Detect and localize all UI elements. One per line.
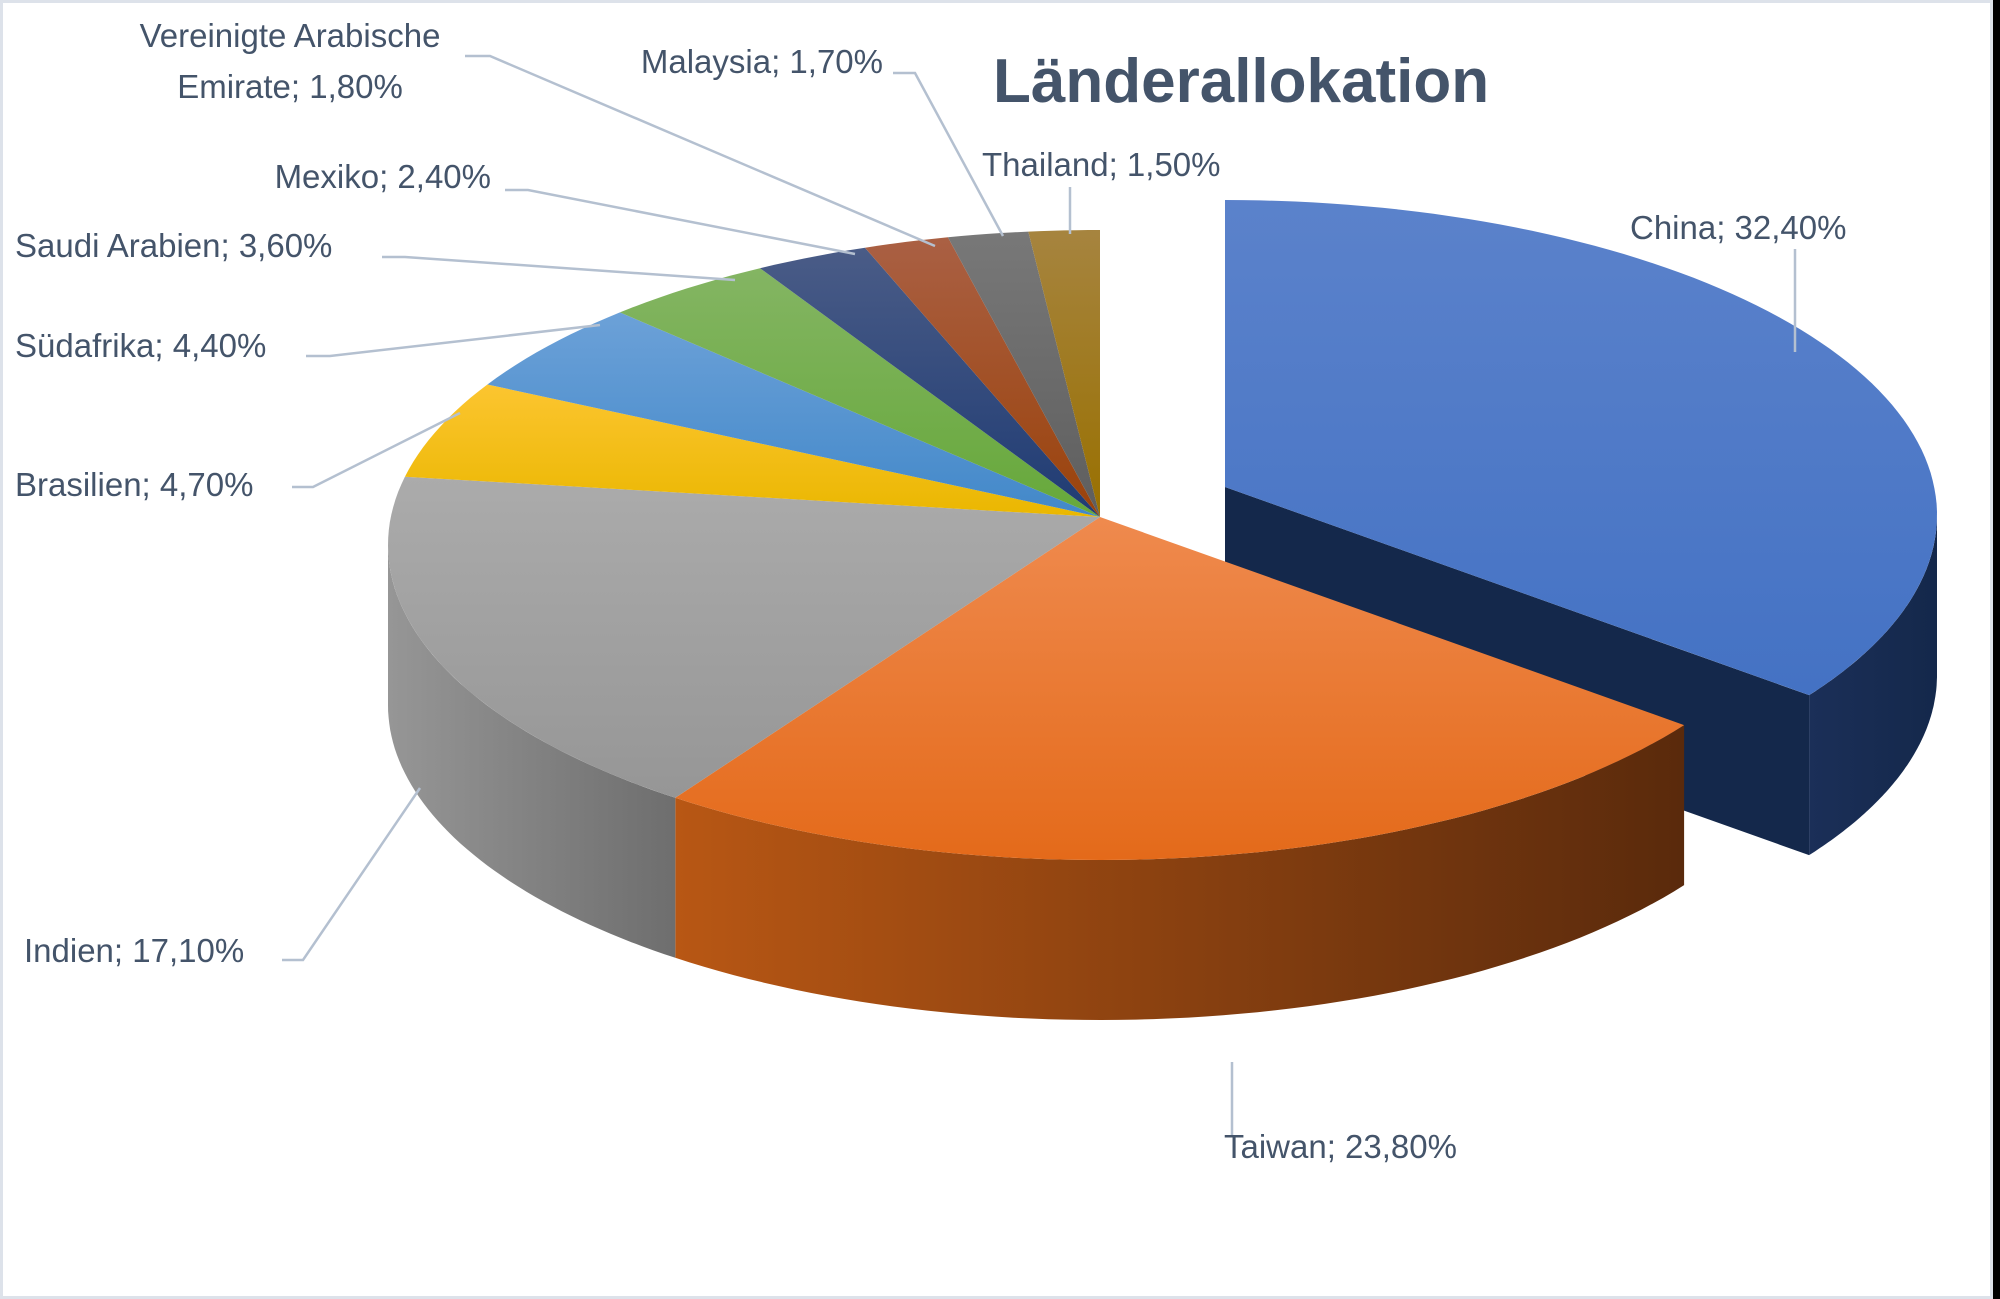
- data-label-saudi-arabien: Saudi Arabien; 3,60%: [15, 227, 332, 264]
- data-label-mexiko: Mexiko; 2,40%: [275, 158, 491, 195]
- pie-slice-südafrika[interactable]: [487, 312, 1100, 517]
- pie-wall-indien: [388, 545, 676, 958]
- pie-slice-china[interactable]: [1225, 200, 1937, 696]
- pie-3d: [388, 200, 1937, 1020]
- pie-slice-brasilien[interactable]: [404, 384, 1100, 518]
- data-label-indien: Indien; 17,10%: [24, 932, 244, 969]
- leader-brasilien: [292, 411, 461, 489]
- leader-lines: [282, 54, 1797, 1135]
- data-label-thailand: Thailand; 1,50%: [982, 146, 1221, 183]
- leader-mexiko: [505, 188, 856, 256]
- data-labels: China; 32,40% Taiwan; 23,80% Indien; 17,…: [15, 17, 1846, 1165]
- data-label-malaysia: Malaysia; 1,70%: [641, 43, 883, 80]
- data-label-taiwan: Taiwan; 23,80%: [1224, 1128, 1457, 1165]
- pie-slice-mexiko[interactable]: [760, 247, 1100, 517]
- leader-suedafrika: [306, 323, 601, 358]
- data-label-suedafrika: Südafrika; 4,40%: [15, 327, 266, 364]
- leader-vae: [465, 54, 936, 248]
- data-label-china: China; 32,40%: [1630, 209, 1846, 246]
- data-label-brasilien: Brasilien; 4,70%: [15, 466, 253, 503]
- pie-slice-vereinigte-arabische-emirate[interactable]: [865, 237, 1100, 518]
- data-label-vae-line2: Emirate; 1,80%: [177, 68, 403, 105]
- pie-slice-saudi-arabien[interactable]: [619, 268, 1100, 517]
- pie-wall-china: [1809, 515, 1937, 856]
- pie-wall-taiwan: [675, 725, 1685, 1020]
- pie-slice-malaysia[interactable]: [947, 231, 1100, 517]
- pie-slice-indien[interactable]: [388, 476, 1100, 798]
- pie-slice-taiwan[interactable]: [675, 517, 1685, 860]
- chart-title: Länderallokation: [993, 47, 1489, 116]
- leader-indien: [282, 787, 422, 962]
- pie-slice-thailand[interactable]: [1028, 230, 1100, 517]
- data-label-vae-line1: Vereinigte Arabische: [140, 17, 441, 54]
- leader-malaysia: [893, 71, 1005, 237]
- leader-saudi: [382, 255, 736, 282]
